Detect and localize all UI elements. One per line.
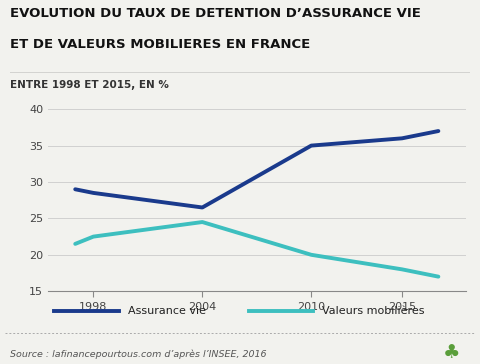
Text: Assurance vie: Assurance vie xyxy=(128,306,205,316)
Text: ET DE VALEURS MOBILIERES EN FRANCE: ET DE VALEURS MOBILIERES EN FRANCE xyxy=(10,38,310,51)
Text: Source : lafinancepourtous.com d’après l’INSEE, 2016: Source : lafinancepourtous.com d’après l… xyxy=(10,349,266,359)
Text: ENTRE 1998 ET 2015, EN %: ENTRE 1998 ET 2015, EN % xyxy=(10,80,168,90)
Text: EVOLUTION DU TAUX DE DETENTION D’ASSURANCE VIE: EVOLUTION DU TAUX DE DETENTION D’ASSURAN… xyxy=(10,7,420,20)
Text: ♣: ♣ xyxy=(443,343,460,362)
Text: Valeurs mobilières: Valeurs mobilières xyxy=(322,306,425,316)
